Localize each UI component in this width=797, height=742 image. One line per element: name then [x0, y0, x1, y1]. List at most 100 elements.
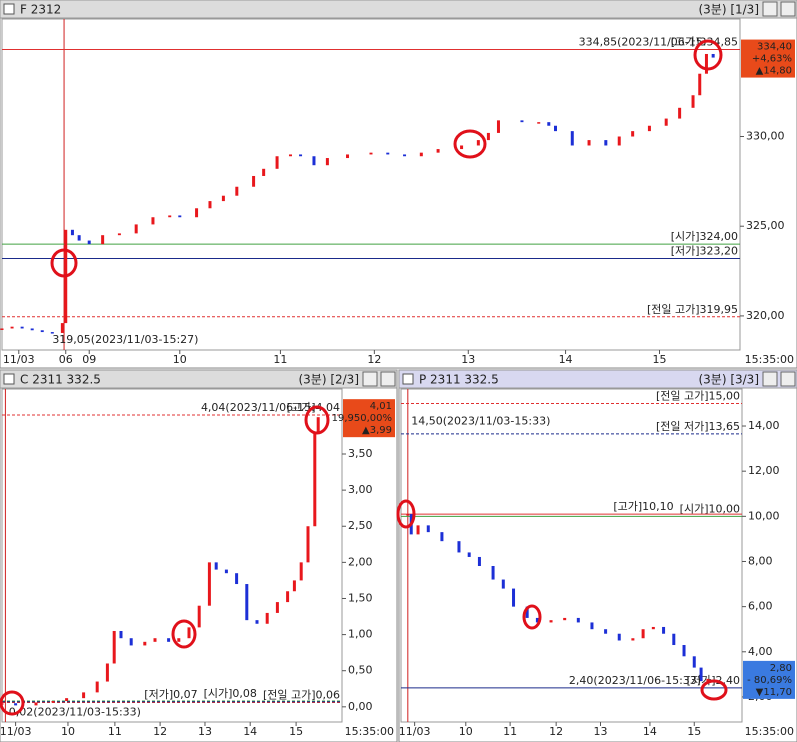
- candle: [70, 229, 74, 236]
- y-tick-label: 14,00: [748, 419, 780, 432]
- chart-panel: F 2312 (3분) [1/3] 320,00 325,00 330,00 11/03 0…: [0, 0, 797, 369]
- x-tick-label: 11/03: [0, 725, 31, 738]
- candle: [678, 107, 682, 119]
- candle: [134, 224, 138, 234]
- candle: [34, 702, 38, 706]
- candle: [151, 217, 155, 225]
- candle: [129, 638, 133, 646]
- reference-label: [고가]10,10: [613, 500, 673, 513]
- price-box: [743, 660, 795, 699]
- highlight-circle: [396, 499, 416, 529]
- candle: [590, 622, 594, 630]
- candle: [245, 584, 249, 621]
- candle: [197, 605, 201, 628]
- highlight-circle: [693, 39, 723, 71]
- x-tick-label: 06: [59, 353, 73, 366]
- candle: [51, 701, 55, 703]
- x-tick-label: 14: [643, 725, 657, 738]
- y-tick-label: 2,00: [348, 555, 373, 568]
- candle: [65, 698, 69, 702]
- candle: [60, 323, 64, 333]
- x-tick-label: 09: [82, 353, 96, 366]
- candle: [50, 332, 54, 334]
- candle: [369, 152, 373, 155]
- candle: [460, 145, 464, 150]
- x-tick-label: 11: [273, 353, 287, 366]
- candle: [10, 326, 14, 329]
- candle: [520, 120, 524, 123]
- header-button[interactable]: [780, 371, 796, 387]
- candle: [617, 633, 621, 641]
- header-button[interactable]: [380, 371, 396, 387]
- candle: [631, 131, 635, 137]
- candle: [604, 140, 608, 146]
- panel-title: C 2311 332.5: [20, 373, 101, 387]
- price-box-text: 334,40: [757, 42, 792, 53]
- candle: [554, 125, 557, 132]
- candle: [672, 633, 676, 646]
- plot-area: [400, 388, 743, 723]
- y-tick-label: 2,50: [348, 519, 373, 532]
- x-tick-label: 12: [549, 725, 563, 738]
- chart-panel: C 2311 332.5 (3분) [2/3] 0,00 0,50 1,00 1,50 2,…: [0, 369, 398, 742]
- candle: [346, 154, 350, 159]
- reference-label: [전일 고가]319,95: [647, 302, 738, 316]
- y-tick-label: 0,00: [348, 700, 373, 713]
- chart-panel: P 2311 332.5(3분) [3/3]2,004,006,008,0010…: [398, 369, 797, 742]
- reference-label: [저가]0,07: [144, 688, 197, 701]
- candle: [570, 131, 574, 146]
- reference-label: [시가]324,00: [671, 230, 738, 243]
- candle: [549, 620, 553, 623]
- header-button[interactable]: [780, 1, 796, 17]
- candle: [292, 580, 296, 592]
- candle: [325, 158, 329, 166]
- plot-area: [1, 18, 741, 351]
- x-tick-label: 10: [173, 353, 187, 366]
- candle: [699, 667, 703, 682]
- candle: [587, 140, 591, 146]
- reference-label: [시가]10,00: [680, 502, 740, 515]
- price-box-text: ▲3,99: [362, 425, 392, 436]
- y-tick-label: 8,00: [748, 554, 773, 567]
- candle: [426, 525, 430, 533]
- candle: [101, 235, 105, 245]
- x-tick-label: 13: [593, 725, 607, 738]
- candle: [167, 638, 171, 642]
- candle: [604, 629, 608, 634]
- candle: [288, 154, 292, 157]
- y-tick-label: 330,00: [746, 130, 785, 143]
- candle: [275, 156, 279, 169]
- candle: [143, 641, 147, 646]
- candle: [95, 681, 99, 693]
- candle: [177, 638, 181, 642]
- x-end-label: 15:35:00: [745, 725, 794, 738]
- header-button[interactable]: [762, 371, 778, 387]
- x-tick-label: 14: [243, 725, 257, 738]
- highlight-circle: [453, 129, 487, 159]
- panel-subtitle: (3분) [1/3]: [698, 3, 759, 17]
- y-tick-label: 325,00: [746, 219, 785, 232]
- candle: [262, 168, 266, 176]
- candle: [537, 122, 541, 124]
- reference-label: [전일 고가]0,06: [263, 687, 340, 701]
- price-annotation: 4,04(2023/11/06-15:: [201, 401, 315, 414]
- candle: [221, 195, 225, 202]
- header-button[interactable]: [762, 1, 778, 17]
- panel-header: [0, 0, 797, 19]
- candle: [207, 562, 211, 606]
- candle: [477, 556, 481, 566]
- candle: [299, 562, 303, 581]
- candle: [491, 565, 495, 580]
- y-tick-label: 10,00: [748, 509, 780, 522]
- price-annotation: 319,05(2023/11/03-15:27): [52, 333, 198, 346]
- candle: [214, 562, 218, 570]
- candle: [651, 626, 655, 630]
- x-end-label: 15:35:00: [745, 353, 794, 366]
- candle: [168, 215, 172, 218]
- candle: [631, 638, 635, 641]
- header-button[interactable]: [362, 371, 378, 387]
- highlight-circle: [522, 604, 542, 630]
- y-tick-label: 1,00: [348, 628, 373, 641]
- candle: [224, 569, 228, 574]
